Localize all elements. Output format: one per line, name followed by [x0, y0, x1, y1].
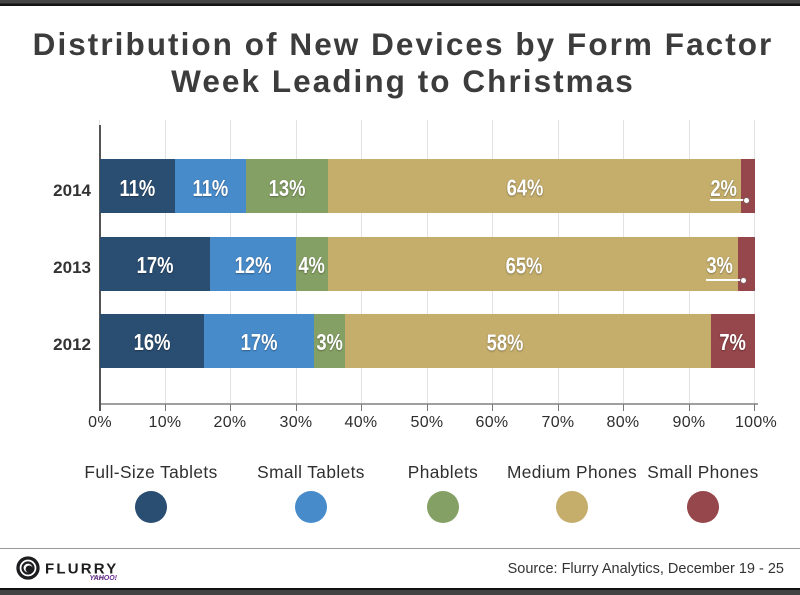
svg-text:FLURRY: FLURRY — [45, 561, 118, 578]
svg-text:YAHOO!: YAHOO! — [90, 575, 118, 582]
svg-text:from: from — [94, 576, 104, 582]
